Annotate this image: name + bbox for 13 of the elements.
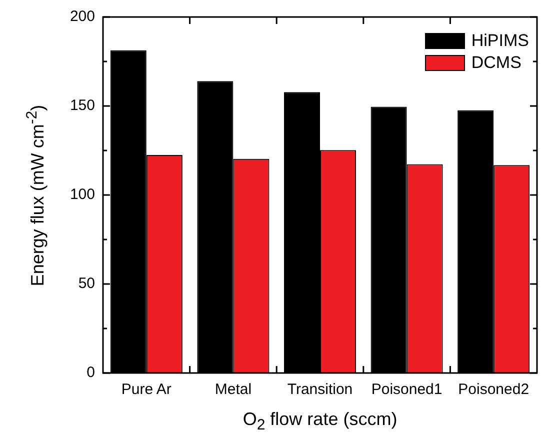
x-tick-label: Transition [287, 381, 353, 398]
y-tick-label: 200 [70, 8, 95, 26]
x-tick-label: Metal [214, 381, 252, 398]
x-tick-label: Pure Ar [121, 381, 172, 398]
y-tick-label: 50 [78, 275, 95, 292]
legend-label: DCMS [471, 53, 522, 73]
x-axis-title: O$_{2}$ flow rate (sccm) [242, 409, 398, 434]
y-tick-label: 100 [70, 186, 95, 204]
y-tick-label: 150 [70, 97, 95, 114]
x-tick-label: Poisoned1 [371, 381, 442, 398]
x-tick-label: Poisoned2 [458, 381, 530, 398]
y-tick-label: 0 [86, 364, 95, 382]
legend-label: HiPIMS [471, 31, 529, 51]
